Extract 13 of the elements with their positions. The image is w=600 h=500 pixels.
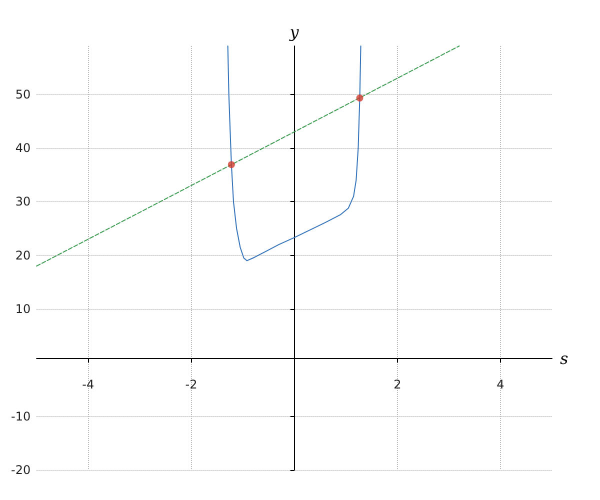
y-tick-label: -10: [10, 409, 31, 424]
x-tick-label: 4: [496, 378, 504, 392]
x-tick-label: 2: [394, 378, 402, 392]
x-axis-title: s: [560, 349, 568, 368]
y-tick-label: 30: [15, 194, 31, 209]
y-tick-label: 20: [15, 248, 31, 262]
x-tick-label: -2: [185, 378, 198, 392]
y-tick-label: 40: [15, 140, 31, 155]
x-tick-label: -4: [82, 378, 94, 392]
y-tick-label: 50: [15, 87, 31, 102]
y-tick-label: -20: [10, 463, 31, 477]
y-axis-title: y: [288, 22, 300, 42]
y-tick-label: 10: [15, 302, 31, 316]
